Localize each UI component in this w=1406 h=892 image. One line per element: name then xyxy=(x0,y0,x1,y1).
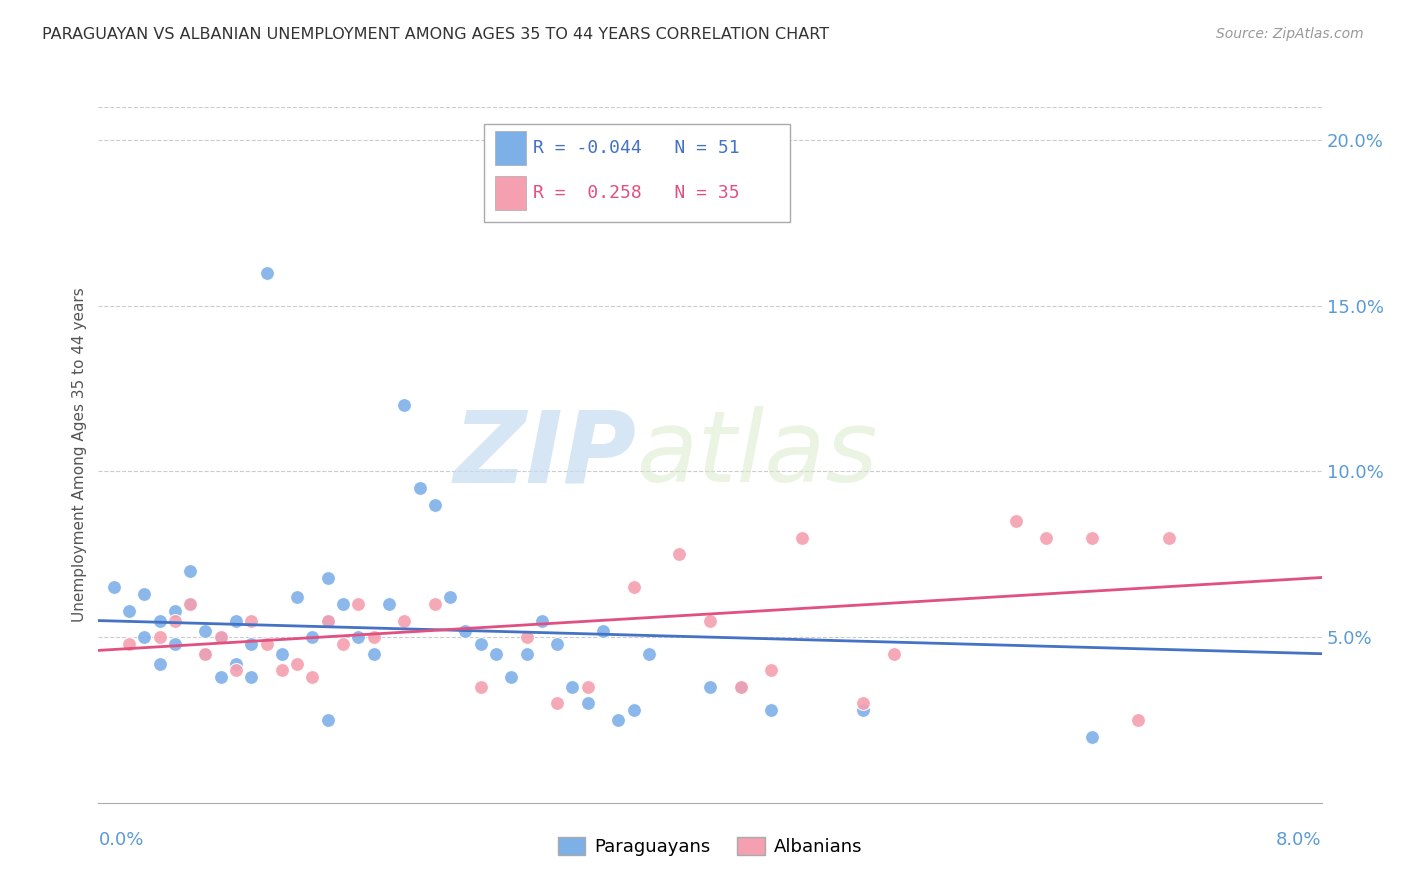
Point xyxy=(423,597,446,611)
Point xyxy=(285,591,308,605)
Point xyxy=(439,591,461,605)
Point xyxy=(592,624,614,638)
Point xyxy=(118,637,141,651)
Point xyxy=(347,597,370,611)
Point xyxy=(852,703,875,717)
Text: 8.0%: 8.0% xyxy=(1277,830,1322,848)
Point xyxy=(1035,531,1057,545)
Point xyxy=(470,680,492,694)
Point xyxy=(637,647,661,661)
Point xyxy=(256,266,278,280)
Point xyxy=(470,637,492,651)
Legend: Paraguayans, Albanians: Paraguayans, Albanians xyxy=(551,830,869,863)
Point xyxy=(179,597,201,611)
Text: R = -0.044   N = 51: R = -0.044 N = 51 xyxy=(533,139,740,157)
Point xyxy=(790,531,813,545)
Point xyxy=(561,680,583,694)
Point xyxy=(316,570,339,584)
Point xyxy=(1081,730,1104,744)
Point xyxy=(134,630,156,644)
Point xyxy=(699,680,721,694)
Text: 0.0%: 0.0% xyxy=(98,830,143,848)
Point xyxy=(546,697,568,711)
Point xyxy=(759,703,782,717)
Point xyxy=(301,670,323,684)
Point xyxy=(392,614,416,628)
Point xyxy=(501,670,523,684)
Point xyxy=(194,647,217,661)
Point xyxy=(163,637,186,651)
Point xyxy=(149,614,172,628)
Point xyxy=(316,614,339,628)
Point xyxy=(179,564,201,578)
Point xyxy=(623,581,645,595)
Point xyxy=(316,614,339,628)
Point xyxy=(270,647,294,661)
Point xyxy=(423,498,446,512)
Point xyxy=(607,713,630,727)
Point xyxy=(134,587,156,601)
Point xyxy=(301,630,323,644)
Point xyxy=(149,657,172,671)
Text: atlas: atlas xyxy=(637,407,879,503)
Text: R =  0.258   N = 35: R = 0.258 N = 35 xyxy=(533,185,740,202)
Point xyxy=(270,663,294,677)
Point xyxy=(1128,713,1150,727)
Point xyxy=(118,604,141,618)
Point xyxy=(316,713,339,727)
Point xyxy=(546,637,568,651)
Point xyxy=(1157,531,1180,545)
Point xyxy=(209,630,232,644)
Point xyxy=(332,597,354,611)
Text: Source: ZipAtlas.com: Source: ZipAtlas.com xyxy=(1216,27,1364,41)
Point xyxy=(852,697,875,711)
Point xyxy=(668,547,690,561)
Point xyxy=(209,670,232,684)
Point xyxy=(225,657,247,671)
Point xyxy=(1081,531,1104,545)
Point xyxy=(332,637,354,651)
Point xyxy=(163,604,186,618)
Point xyxy=(149,630,172,644)
Point xyxy=(883,647,905,661)
Point xyxy=(730,680,752,694)
Point xyxy=(225,663,247,677)
Point xyxy=(363,647,385,661)
Point xyxy=(378,597,401,611)
Point xyxy=(240,614,263,628)
Point xyxy=(240,637,263,651)
Point xyxy=(256,637,278,651)
Point xyxy=(576,697,599,711)
Point xyxy=(485,647,508,661)
Point xyxy=(759,663,782,677)
Point xyxy=(209,630,232,644)
Point xyxy=(363,630,385,644)
Point xyxy=(179,597,201,611)
Point xyxy=(730,680,752,694)
Point xyxy=(530,614,553,628)
Point xyxy=(194,624,217,638)
Point xyxy=(454,624,477,638)
Point xyxy=(285,657,308,671)
Point xyxy=(163,614,186,628)
Point xyxy=(516,647,538,661)
Point xyxy=(194,647,217,661)
Point xyxy=(240,670,263,684)
Point xyxy=(103,581,125,595)
Point xyxy=(623,703,645,717)
Y-axis label: Unemployment Among Ages 35 to 44 years: Unemployment Among Ages 35 to 44 years xyxy=(72,287,87,623)
Point xyxy=(699,614,721,628)
Point xyxy=(516,630,538,644)
Text: PARAGUAYAN VS ALBANIAN UNEMPLOYMENT AMONG AGES 35 TO 44 YEARS CORRELATION CHART: PARAGUAYAN VS ALBANIAN UNEMPLOYMENT AMON… xyxy=(42,27,830,42)
Text: ZIP: ZIP xyxy=(454,407,637,503)
Point xyxy=(576,680,599,694)
Point xyxy=(1004,514,1026,528)
Point xyxy=(347,630,370,644)
Point xyxy=(408,481,430,495)
Point xyxy=(225,614,247,628)
Point xyxy=(392,398,416,412)
